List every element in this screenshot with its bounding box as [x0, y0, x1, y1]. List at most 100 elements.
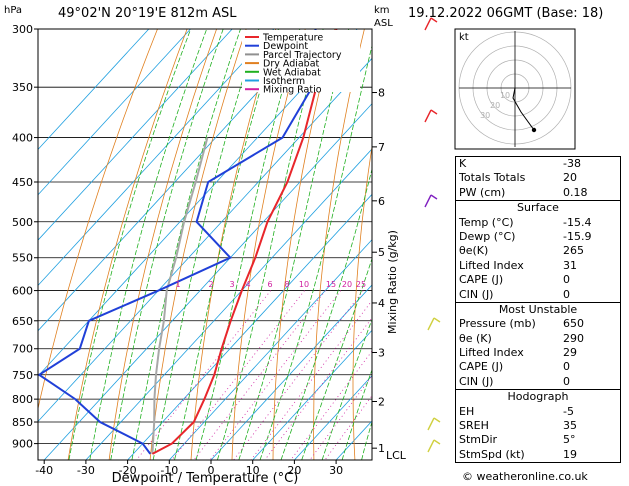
datetime-title: 19.12.2022 06GMT (Base: 18): [408, 6, 604, 21]
hodograph-ring-label: 10: [500, 91, 510, 100]
wet-adiabat: [152, 29, 260, 460]
dry-adiabat: [38, 29, 158, 411]
pressure-tick-label: 300: [12, 23, 33, 36]
temp-tick-label: -10: [160, 464, 178, 477]
wind-barb-icon: [424, 194, 432, 208]
surface-row-label: Temp (°C): [459, 215, 514, 229]
isotherm-line: [38, 29, 191, 196]
wind-barb-icon: [427, 317, 435, 331]
hodograph-params-box: Hodograph EH -5 SREH 35 StmDir 5° StmSpd (k…: [455, 389, 621, 464]
surface-row-value: 31: [563, 258, 577, 272]
pressure-tick-label: 450: [12, 176, 33, 189]
wet-adiabat: [174, 29, 279, 460]
k-index-label: K: [459, 157, 467, 170]
dry-adiabat: [231, 29, 306, 460]
most-unstable-box: Most Unstable Pressure (mb) 650 θe (K) 290…: [455, 301, 621, 390]
pressure-tick-label: 600: [12, 285, 33, 298]
mixing-ratio-line: [309, 375, 372, 460]
dry-adiabat: [149, 29, 247, 460]
hodo-row-value: -5: [563, 404, 574, 418]
hodograph-ring-label: 20: [490, 101, 500, 110]
wet-adiabat: [238, 29, 350, 460]
isotherm-line: [38, 29, 358, 377]
pressure-tick-label: 750: [12, 369, 33, 382]
dry-adiabat: [272, 29, 336, 460]
surface-row-label: θe(K): [459, 244, 489, 258]
legend-label: Isotherm: [263, 76, 305, 87]
pressure-tick-label: 800: [12, 393, 33, 406]
unstable-row-label: CAPE (J): [459, 360, 504, 374]
hodo-row-label: StmSpd (kt): [459, 447, 525, 461]
pw-label: PW (cm): [459, 185, 506, 199]
profile-layer: [38, 29, 338, 455]
isotherm-line: [38, 29, 275, 287]
dry-adiabat: [67, 29, 188, 460]
mixing-ratio-label: 15: [326, 280, 336, 289]
copyright-text: © weatheronline.co.uk: [462, 470, 588, 483]
mixing-ratio-line: [209, 290, 342, 460]
mixing-ratio-line: [264, 317, 372, 460]
unstable-row-value: 29: [563, 346, 577, 360]
most-unstable-title: Most Unstable: [498, 302, 578, 316]
surface-box: Surface Temp (°C) -15.4 Dewp (°C) -15.9 θe…: [455, 200, 621, 302]
hodograph-unit-label: kt: [459, 32, 469, 43]
height-km-label: 4: [378, 297, 385, 310]
dry-adiabat: [190, 29, 277, 460]
temp-tick-label: 30: [329, 464, 343, 477]
wet-adiabat: [131, 29, 241, 460]
isotherm-line: [38, 57, 372, 423]
height-km-label: 3: [378, 347, 385, 360]
dry-adiabat: [428, 29, 453, 460]
mixing-ratio-line: [136, 290, 272, 460]
wind-barb-icon: [427, 417, 435, 431]
indices-panel: K -38 Totals Totals 20 PW (cm) 0.18 Surface…: [455, 156, 621, 464]
unstable-row-value: 290: [563, 331, 584, 345]
wet-adiabat: [110, 29, 224, 460]
height-unit-label: km: [374, 5, 390, 16]
temp-tick-label: -40: [35, 464, 53, 477]
legend-label: Dewpoint: [263, 41, 308, 52]
isotherm-line: [38, 29, 233, 241]
mixing-ratio-label: 1: [175, 280, 180, 289]
mixing-ratio-label: 10: [299, 280, 309, 289]
hodo-row-label: StmDir: [459, 433, 498, 447]
mixing-ratio-label: 4: [245, 280, 250, 289]
unstable-row-value: 0: [563, 374, 570, 388]
wind-barb-icon: [430, 109, 438, 115]
legend-label: Dry Adiabat: [263, 59, 320, 70]
hodograph-params-title: Hodograph: [507, 390, 569, 404]
hodo-row-value: 35: [563, 419, 577, 433]
mixing-ratio-label: 3: [229, 280, 234, 289]
plot-frame: [37, 28, 373, 461]
dry-adiabat: [352, 144, 372, 460]
surface-row-label: CIN (J): [459, 287, 494, 301]
hodograph-end-point: [531, 127, 537, 133]
isotherm-line: [38, 29, 150, 151]
x-axis-title: Dewpoint / Temperature (°C): [112, 471, 299, 486]
mixing-ratio-line: [193, 290, 326, 460]
basic-indices-box: K -38 Totals Totals 20 PW (cm) 0.18: [455, 156, 621, 201]
wet-adiabat: [89, 29, 208, 460]
temp-tick-label: 20: [287, 464, 301, 477]
height-unit-label-2: ASL: [374, 18, 393, 29]
pressure-tick-label: 550: [12, 252, 33, 265]
wet-adiabat: [280, 167, 372, 460]
wind-barb-icon: [433, 439, 441, 445]
lcl-label: LCL: [386, 449, 407, 462]
surface-row-label: Dewp (°C): [459, 229, 516, 243]
wind-barb-icon: [424, 17, 432, 31]
wind-barb-icon: [433, 417, 441, 423]
unstable-row-value: 0: [563, 360, 570, 374]
dry-adiabat: [313, 29, 365, 460]
mixing-ratio-label: 25: [356, 280, 366, 289]
mixing-ratio-labels: 1 2 3 4 6 8 10 15 20 25: [175, 280, 366, 289]
wet-adiabat: [217, 29, 324, 460]
wind-barb-icon: [424, 109, 432, 123]
pw-value: 0.18: [563, 185, 588, 199]
temp-tick-label: -20: [119, 464, 137, 477]
k-index-value: -38: [563, 157, 581, 170]
surface-title: Surface: [517, 201, 559, 215]
